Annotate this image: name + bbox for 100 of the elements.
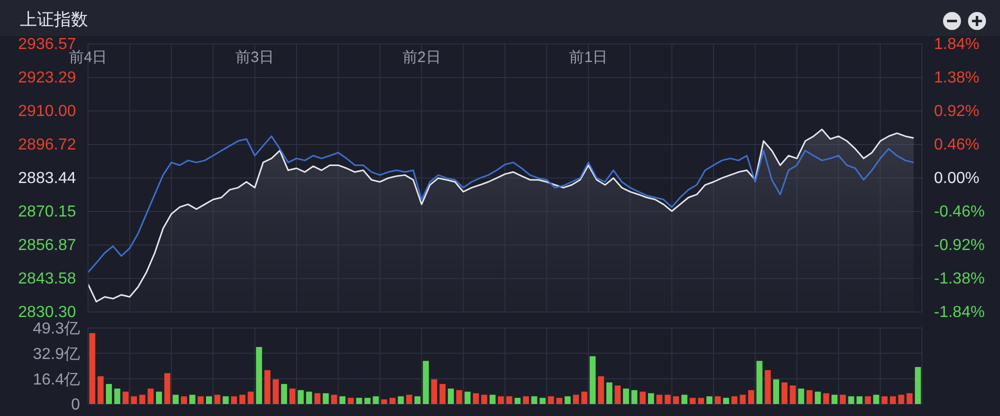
bar — [448, 388, 454, 404]
bar — [764, 370, 771, 404]
bar — [239, 394, 246, 404]
y-tick-label: 2856.87 — [18, 236, 76, 254]
y-tick-label: 49.3亿 — [32, 320, 80, 338]
bar — [856, 396, 863, 404]
bar — [114, 388, 120, 404]
bar — [864, 396, 871, 404]
bar — [248, 392, 254, 404]
bar — [464, 392, 471, 404]
y2-tick-label: 0.92% — [934, 103, 980, 120]
bar — [731, 396, 738, 404]
bar — [139, 394, 146, 404]
bar — [130, 396, 137, 404]
bar — [598, 376, 604, 404]
y-tick-label: 2923.29 — [18, 69, 76, 86]
bar — [272, 379, 279, 404]
bar — [456, 390, 462, 404]
bar — [180, 396, 187, 404]
bar — [414, 396, 421, 404]
bar — [481, 394, 488, 404]
y2-tick-label: 1.84% — [934, 36, 980, 53]
bar — [673, 396, 680, 404]
bar — [832, 394, 838, 404]
y-tick-label: 2870.15 — [18, 204, 76, 221]
bar — [164, 373, 170, 404]
bar — [298, 390, 304, 404]
bar — [398, 396, 404, 404]
bar — [848, 396, 854, 404]
bar — [264, 370, 270, 404]
bar — [514, 398, 521, 404]
bar — [823, 393, 830, 404]
bar — [690, 398, 696, 404]
bar — [198, 396, 204, 404]
bar — [498, 396, 504, 404]
bar — [148, 388, 154, 404]
y-tick-label: 32.9亿 — [32, 346, 80, 363]
y2-tick-label: -1.84% — [934, 304, 985, 321]
bar — [698, 398, 704, 404]
bar — [714, 396, 721, 404]
bar — [873, 394, 880, 404]
bar — [89, 333, 96, 404]
bar — [540, 398, 546, 404]
bar — [322, 393, 329, 404]
y-tick-label: 2843.58 — [18, 270, 76, 288]
bar — [389, 398, 396, 404]
y-tick-label: 2883.44 — [18, 170, 76, 187]
bar — [773, 379, 780, 404]
bar — [723, 398, 730, 404]
bar — [189, 394, 196, 404]
bar — [572, 394, 579, 404]
bar — [631, 390, 638, 404]
y2-tick-label: 0.00% — [934, 170, 980, 187]
line-series — [87, 135, 914, 274]
bar — [806, 390, 812, 404]
bar — [664, 394, 671, 404]
bar — [156, 392, 162, 404]
bar — [406, 394, 412, 404]
bar — [506, 396, 512, 404]
bar — [98, 376, 104, 404]
bar — [581, 392, 588, 404]
bar — [206, 396, 212, 404]
bar — [490, 394, 496, 404]
bar — [339, 396, 346, 404]
bar — [548, 396, 554, 404]
bar — [231, 396, 238, 404]
bar — [522, 396, 529, 404]
bar — [440, 384, 446, 404]
bar — [640, 392, 646, 404]
bar — [222, 396, 229, 404]
bar — [906, 393, 913, 404]
y-tick-label: 0 — [71, 396, 80, 414]
bar — [798, 388, 804, 404]
y2-tick-label: 0.46% — [934, 136, 980, 154]
bar — [814, 392, 821, 404]
bar — [564, 396, 571, 404]
bar — [840, 394, 846, 404]
bar — [706, 396, 712, 404]
bar — [372, 396, 379, 404]
bar — [590, 356, 596, 404]
bar — [356, 398, 362, 404]
bar — [914, 367, 921, 404]
bar — [431, 379, 438, 404]
bar — [331, 394, 338, 404]
bar — [256, 346, 262, 404]
bar — [281, 384, 288, 404]
bar — [556, 398, 562, 404]
bar — [882, 396, 888, 404]
y-tick-label: 2830.30 — [18, 304, 76, 321]
bar — [756, 360, 762, 404]
bar — [531, 396, 538, 404]
x-tick-label: 前3日 — [236, 49, 274, 66]
bar — [289, 388, 296, 404]
bar — [623, 388, 630, 404]
x-tick-label: 前1日 — [569, 49, 608, 66]
bar — [781, 382, 788, 404]
bar — [348, 398, 354, 404]
y-tick-label: 2896.72 — [18, 136, 76, 154]
bar — [890, 396, 896, 404]
bar — [748, 390, 754, 404]
